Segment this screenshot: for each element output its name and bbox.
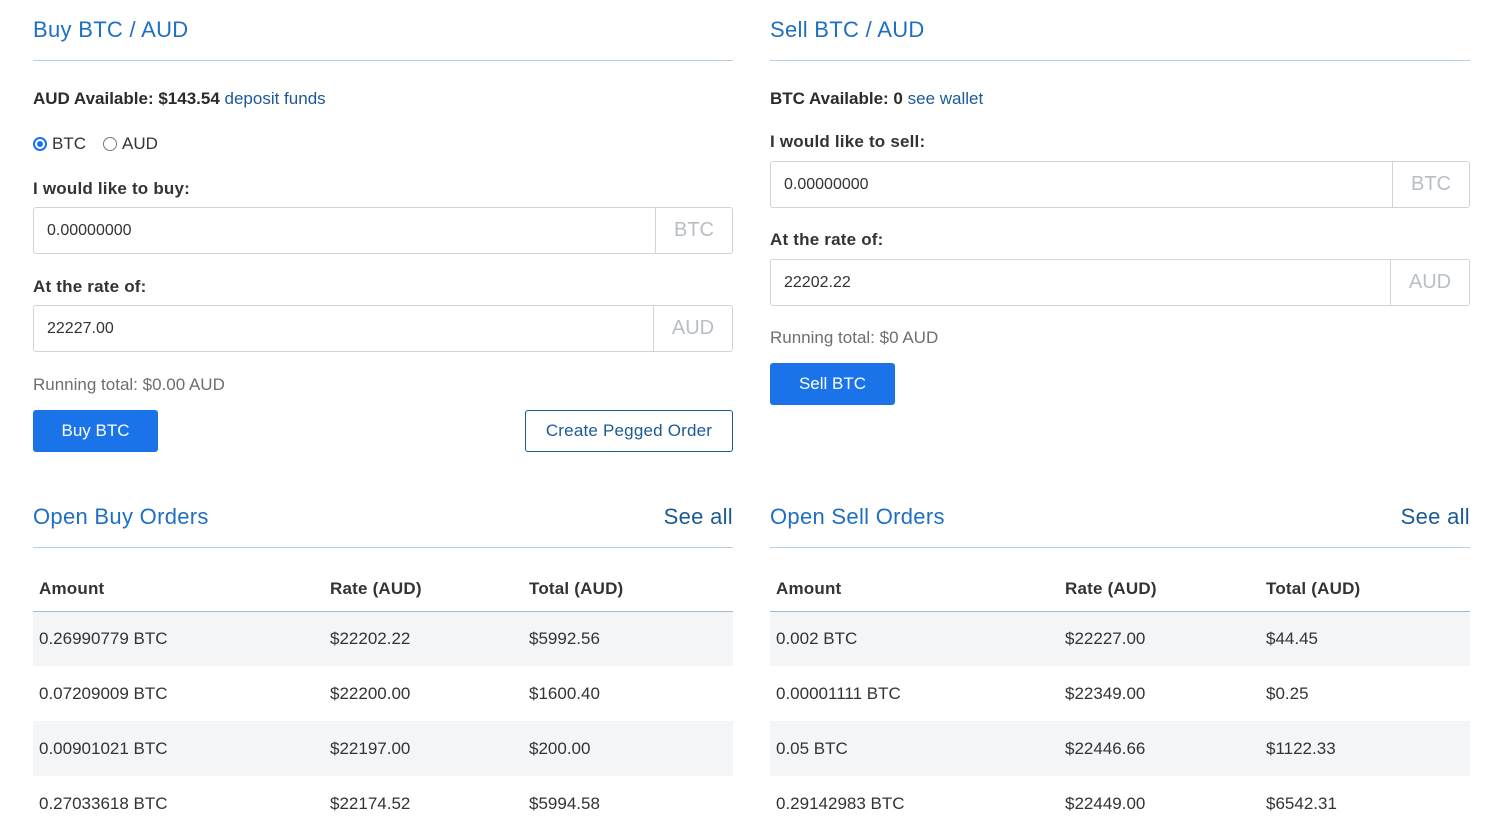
buy-title: Buy BTC / AUD <box>33 17 189 42</box>
cell-total: $5992.56 <box>523 611 733 666</box>
open-buy-orders-table: Amount Rate (AUD) Total (AUD) 0.26990779… <box>33 567 733 831</box>
radio-aud[interactable] <box>103 137 117 151</box>
cell-rate: $22349.00 <box>1065 683 1146 703</box>
open-buy-divider <box>33 547 733 548</box>
cell-rate: $22227.00 <box>1059 611 1260 666</box>
cell-rate: $22446.66 <box>1059 721 1260 776</box>
cell-total: $200.00 <box>523 721 733 776</box>
buy-amount-input[interactable]: 0.00000000 <box>47 221 132 239</box>
cell-amount: 0.07209009 BTC <box>39 683 168 703</box>
table-row: 0.05 BTC $22446.66 $1122.33 <box>770 721 1470 776</box>
buy-currency-radio-group: BTC AUD <box>33 134 175 154</box>
see-wallet-link[interactable]: see wallet <box>907 89 984 108</box>
radio-btc[interactable] <box>33 137 47 151</box>
radio-aud-label[interactable]: AUD <box>122 134 158 153</box>
radio-btc-label[interactable]: BTC <box>52 134 86 153</box>
buy-amount-unit: BTC <box>655 208 732 253</box>
sell-amount-input[interactable]: 0.00000000 <box>784 175 869 193</box>
col-total: Total (AUD) <box>523 567 733 612</box>
cell-amount: 0.00901021 BTC <box>33 721 324 776</box>
sell-rate-label: At the rate of: <box>770 230 884 249</box>
sell-btc-button[interactable]: Sell BTC <box>770 363 895 405</box>
cell-rate: $22449.00 <box>1065 793 1146 813</box>
cell-amount: 0.26990779 BTC <box>33 611 324 666</box>
create-pegged-order-button[interactable]: Create Pegged Order <box>525 410 733 452</box>
btc-available-label: BTC Available: 0 <box>770 89 903 108</box>
col-rate: Rate (AUD) <box>324 567 523 612</box>
sell-running-total: Running total: $0 AUD <box>770 328 939 347</box>
cell-rate: $22200.00 <box>330 683 411 703</box>
table-row: 0.002 BTC $22227.00 $44.45 <box>770 611 1470 666</box>
open-buy-see-all-link[interactable]: See all <box>663 504 733 529</box>
cell-amount: 0.05 BTC <box>770 721 1059 776</box>
col-amount: Amount <box>770 567 1059 612</box>
cell-rate: $22197.00 <box>324 721 523 776</box>
cell-total: $1600.40 <box>529 683 600 703</box>
col-rate: Rate (AUD) <box>1059 567 1260 612</box>
table-row: 0.29142983 BTC $22449.00 $6542.31 <box>770 776 1470 831</box>
cell-total: $5994.58 <box>529 793 600 813</box>
sell-title-divider <box>770 60 1470 61</box>
cell-rate: $22174.52 <box>330 793 411 813</box>
open-sell-orders-title: Open Sell Orders <box>770 504 945 529</box>
buy-title-divider <box>33 60 733 61</box>
sell-rate-field[interactable]: 22202.22 AUD <box>770 259 1470 306</box>
cell-amount: 0.00001111 BTC <box>776 683 901 703</box>
buy-rate-label: At the rate of: <box>33 277 147 296</box>
sell-rate-unit: AUD <box>1390 260 1469 305</box>
aud-available-label: AUD Available: $143.54 <box>33 89 220 108</box>
cell-total: $0.25 <box>1266 683 1309 703</box>
sell-amount-label: I would like to sell: <box>770 132 926 151</box>
open-sell-see-all-link[interactable]: See all <box>1400 504 1470 529</box>
cell-amount: 0.002 BTC <box>770 611 1059 666</box>
table-row: 0.26990779 BTC $22202.22 $5992.56 <box>33 611 733 666</box>
open-sell-divider <box>770 547 1470 548</box>
cell-amount: 0.29142983 BTC <box>776 793 905 813</box>
buy-rate-input[interactable]: 22227.00 <box>47 319 114 337</box>
buy-btc-button[interactable]: Buy BTC <box>33 410 158 452</box>
cell-amount: 0.27033618 BTC <box>39 793 168 813</box>
buy-rate-field[interactable]: 22227.00 AUD <box>33 305 733 352</box>
sell-title: Sell BTC / AUD <box>770 17 925 42</box>
buy-running-total: Running total: $0.00 AUD <box>33 375 225 394</box>
table-row: 0.00901021 BTC $22197.00 $200.00 <box>33 721 733 776</box>
cell-total: $1122.33 <box>1260 721 1470 776</box>
sell-amount-unit: BTC <box>1392 162 1469 207</box>
table-row: 0.07209009 BTC $22200.00 $1600.40 <box>33 666 733 721</box>
cell-rate: $22202.22 <box>324 611 523 666</box>
col-amount: Amount <box>33 567 324 612</box>
cell-total: $44.45 <box>1260 611 1470 666</box>
table-row: 0.00001111 BTC $22349.00 $0.25 <box>770 666 1470 721</box>
sell-rate-input[interactable]: 22202.22 <box>784 273 851 291</box>
btc-available: BTC Available: 0 see wallet <box>770 89 983 109</box>
sell-amount-field[interactable]: 0.00000000 BTC <box>770 161 1470 208</box>
buy-amount-field[interactable]: 0.00000000 BTC <box>33 207 733 254</box>
deposit-funds-link[interactable]: deposit funds <box>224 89 326 108</box>
cell-total: $6542.31 <box>1266 793 1337 813</box>
col-total: Total (AUD) <box>1260 567 1470 612</box>
table-row: 0.27033618 BTC $22174.52 $5994.58 <box>33 776 733 831</box>
buy-rate-unit: AUD <box>653 306 732 351</box>
aud-available: AUD Available: $143.54 deposit funds <box>33 89 326 109</box>
buy-amount-label: I would like to buy: <box>33 179 190 198</box>
open-sell-orders-table: Amount Rate (AUD) Total (AUD) 0.002 BTC … <box>770 567 1470 831</box>
open-buy-orders-title: Open Buy Orders <box>33 504 209 529</box>
